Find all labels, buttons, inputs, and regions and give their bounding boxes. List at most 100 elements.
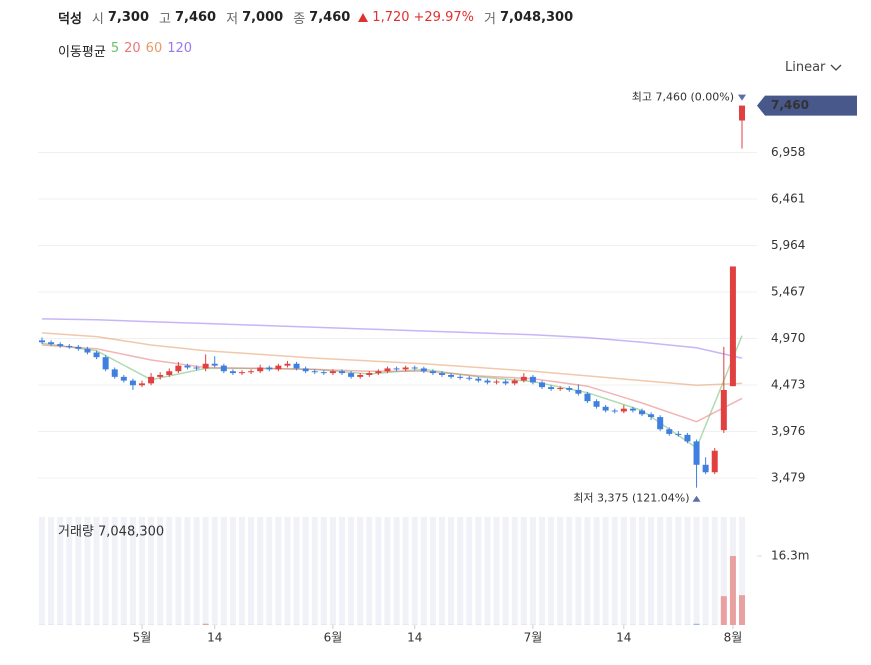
volume-column-bg xyxy=(311,517,318,625)
volume-column-bg xyxy=(184,517,191,625)
change-pct: +29.97% xyxy=(413,10,474,25)
y-tick-label: 3,479 xyxy=(771,470,805,484)
candle-body xyxy=(602,406,609,411)
y-tick-label: 3,976 xyxy=(771,424,805,438)
volume-column-bg xyxy=(266,517,273,625)
candle-body xyxy=(711,450,718,473)
candle-body xyxy=(584,393,591,402)
volume-column-bg xyxy=(411,517,418,625)
candle-body xyxy=(120,376,127,381)
legend-entry[interactable]: 120 xyxy=(167,41,193,56)
candle-body xyxy=(702,464,709,473)
candle-body xyxy=(539,382,545,388)
candle-body xyxy=(684,434,691,442)
volume-column-bg xyxy=(611,517,618,625)
volume-column-bg xyxy=(520,517,527,625)
candle-body xyxy=(420,368,427,372)
candle-body xyxy=(693,441,700,465)
volume-column-bg xyxy=(284,517,291,625)
x-tick-label: 5월 xyxy=(133,631,152,645)
legend-entry[interactable]: 60 xyxy=(145,41,163,56)
candle-body xyxy=(448,374,455,377)
volume-label: 거 xyxy=(483,12,496,27)
ma-line xyxy=(41,344,743,423)
x-tick-label: 14 xyxy=(616,631,631,645)
volume-column-bg xyxy=(475,517,482,625)
candle-body xyxy=(211,363,218,366)
volume: 7,048,300 xyxy=(499,10,574,25)
high: 7,460 xyxy=(174,10,217,25)
x-tick-label: 14 xyxy=(407,631,422,645)
candle-body xyxy=(293,363,300,369)
candle-body xyxy=(493,381,500,383)
candle-body xyxy=(511,380,518,384)
candle-body xyxy=(720,389,727,431)
volume-column-bg xyxy=(75,517,82,625)
volume-column-bg xyxy=(593,517,600,625)
candle-body xyxy=(648,414,655,418)
volume-column-bg xyxy=(293,517,300,625)
volume-column-bg xyxy=(239,517,245,625)
volume-column-bg xyxy=(402,517,409,625)
volume-column-bg xyxy=(702,517,709,625)
candle-body xyxy=(502,381,509,384)
low: 7,000 xyxy=(242,10,284,25)
volume-column-bg xyxy=(102,517,109,625)
volume-bar xyxy=(693,623,700,625)
volume-column-bg xyxy=(429,517,436,625)
candle-body xyxy=(411,367,418,369)
volume-column-bg xyxy=(384,517,391,625)
candle-body xyxy=(429,371,436,374)
candle-body xyxy=(202,363,209,369)
volume-column-bg xyxy=(393,517,400,625)
volume-tick-label: 16.3m xyxy=(771,548,809,562)
low-label: 저 xyxy=(226,12,239,27)
volume-column-bg xyxy=(420,517,427,625)
candle-body xyxy=(729,266,736,387)
ma-line xyxy=(41,332,743,387)
volume-column-bg xyxy=(484,517,491,625)
volume-column-bg xyxy=(711,517,718,625)
scale-button[interactable]: Linear xyxy=(785,60,842,75)
candle-body xyxy=(393,368,400,370)
volume-column-bg xyxy=(575,517,582,625)
candle-body xyxy=(175,365,182,372)
volume-bar xyxy=(729,555,736,625)
volume-column-bg xyxy=(366,517,373,625)
legend-entry[interactable]: 5 xyxy=(110,41,120,56)
volume-column-bg xyxy=(557,517,564,625)
volume-column-bg xyxy=(48,517,55,625)
volume-column-bg xyxy=(648,517,655,625)
candle-body xyxy=(520,376,527,381)
candle-body xyxy=(266,367,273,370)
x-tick-label: 7월 xyxy=(524,631,543,645)
legend-entry[interactable]: 20 xyxy=(124,41,141,56)
volume-column-bg xyxy=(493,517,500,625)
candle-body xyxy=(475,378,482,381)
volume-column-bg xyxy=(739,517,745,625)
candle-body xyxy=(257,367,264,372)
volume-column-bg xyxy=(157,517,164,625)
candle-body xyxy=(611,410,618,412)
volume-column-bg xyxy=(111,517,118,625)
volume-column-bg xyxy=(639,517,645,625)
volume-column-bg xyxy=(693,517,700,625)
volume-column-bg xyxy=(502,517,509,625)
candle-body xyxy=(66,345,73,347)
volume-column-bg xyxy=(39,517,45,625)
candle-body xyxy=(148,376,155,384)
volume-column-bg xyxy=(375,517,382,625)
candle-body xyxy=(739,105,745,121)
ma-line xyxy=(41,318,743,359)
volume-column-bg xyxy=(139,517,145,625)
volume-column-bg xyxy=(193,517,200,625)
volume-column-bg xyxy=(339,517,345,625)
volume-column-bg xyxy=(248,517,255,625)
change: 1,720 xyxy=(372,10,410,25)
volume-column-bg xyxy=(148,517,155,625)
candle-body xyxy=(348,373,355,377)
candle-body xyxy=(366,373,373,375)
candle-body xyxy=(639,410,645,415)
